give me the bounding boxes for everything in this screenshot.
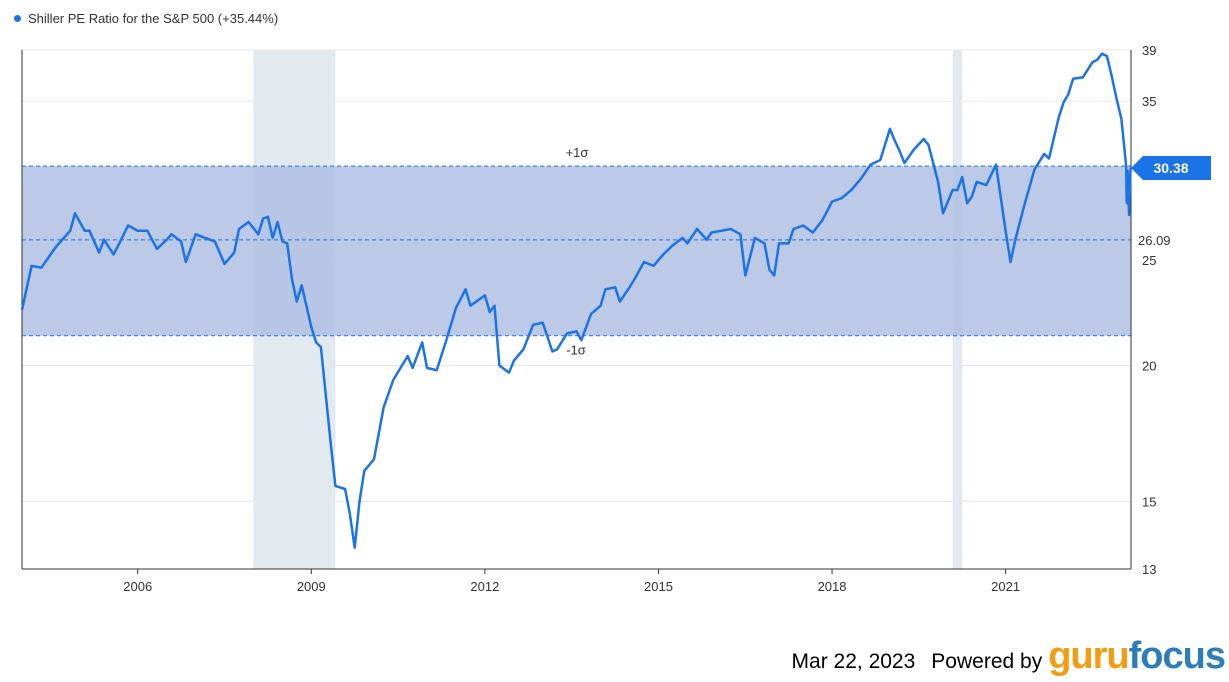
- powered-by: Powered by gurufocus: [931, 635, 1226, 677]
- y-tick-label-1: 15: [1142, 494, 1156, 509]
- x-tick-label-4: 2018: [818, 579, 847, 594]
- logo-guru: guru: [1048, 635, 1129, 677]
- x-tick-label-3: 2015: [644, 579, 673, 594]
- powered-by-label: Powered by: [931, 650, 1043, 673]
- footer-date: Mar 22, 2023: [791, 650, 916, 673]
- footer: Mar 22, 2023 Powered by gurufocus: [791, 626, 1226, 677]
- last-value-label: 30.38: [1153, 160, 1188, 176]
- mean-value-label: 26.09: [1138, 233, 1171, 248]
- x-tick-label-0: 2006: [123, 579, 152, 594]
- gurufocus-logo[interactable]: gurufocus: [1048, 635, 1226, 677]
- chart-legend[interactable]: Shiller PE Ratio for the S&P 500 (+35.44…: [14, 9, 278, 27]
- legend-dot-icon: [14, 14, 21, 22]
- last-value-badge: [1131, 155, 1211, 180]
- x-tick-label-2: 2012: [470, 579, 499, 594]
- y-tick-label-0: 13: [1142, 562, 1156, 577]
- shiller-pe-chart: +1σ -1σ 13 15 20 25 35 39 26.09 2006 2009 2012 2015 2…: [20, 43, 1211, 594]
- minus-sigma-label: -1σ: [566, 343, 586, 358]
- sigma-band: [22, 166, 1131, 336]
- y-tick-label-2: 20: [1142, 358, 1156, 373]
- y-tick-label-4: 35: [1142, 94, 1156, 109]
- y-tick-label-3: 25: [1142, 253, 1156, 268]
- y-tick-label-5: 39: [1142, 43, 1156, 58]
- legend-label: Shiller PE Ratio for the S&P 500 (+35.44…: [28, 10, 279, 26]
- plus-sigma-label: +1σ: [566, 145, 589, 160]
- logo-focus: focus: [1128, 635, 1226, 677]
- x-tick-label-1: 2009: [297, 579, 326, 594]
- x-tick-label-5: 2021: [991, 579, 1020, 594]
- shiller-pe-line: [20, 52, 1133, 549]
